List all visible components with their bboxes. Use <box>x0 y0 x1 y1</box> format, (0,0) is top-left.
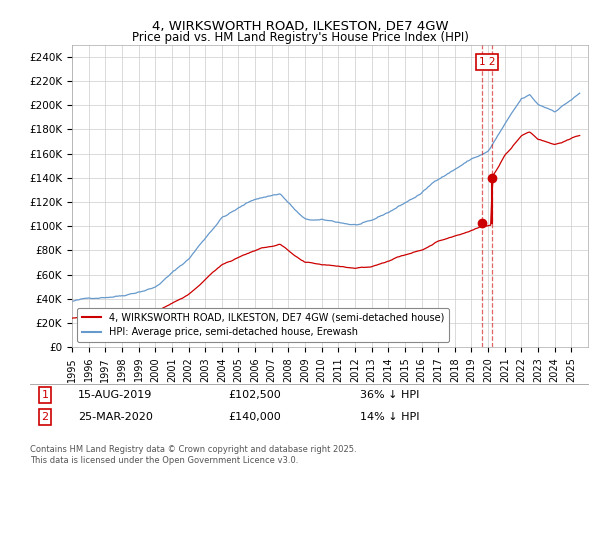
Text: Contains HM Land Registry data © Crown copyright and database right 2025.
This d: Contains HM Land Registry data © Crown c… <box>30 445 356 465</box>
Text: 4, WIRKSWORTH ROAD, ILKESTON, DE7 4GW: 4, WIRKSWORTH ROAD, ILKESTON, DE7 4GW <box>152 20 448 32</box>
Text: 25-MAR-2020: 25-MAR-2020 <box>78 412 153 422</box>
Text: 2: 2 <box>41 412 49 422</box>
Text: 1 2: 1 2 <box>479 57 495 67</box>
Text: 36% ↓ HPI: 36% ↓ HPI <box>360 390 419 400</box>
Text: 15-AUG-2019: 15-AUG-2019 <box>78 390 152 400</box>
Legend: 4, WIRKSWORTH ROAD, ILKESTON, DE7 4GW (semi-detached house), HPI: Average price,: 4, WIRKSWORTH ROAD, ILKESTON, DE7 4GW (s… <box>77 308 449 342</box>
Text: £102,500: £102,500 <box>228 390 281 400</box>
Text: £140,000: £140,000 <box>228 412 281 422</box>
Text: 14% ↓ HPI: 14% ↓ HPI <box>360 412 419 422</box>
Text: Price paid vs. HM Land Registry's House Price Index (HPI): Price paid vs. HM Land Registry's House … <box>131 31 469 44</box>
Text: 1: 1 <box>41 390 49 400</box>
